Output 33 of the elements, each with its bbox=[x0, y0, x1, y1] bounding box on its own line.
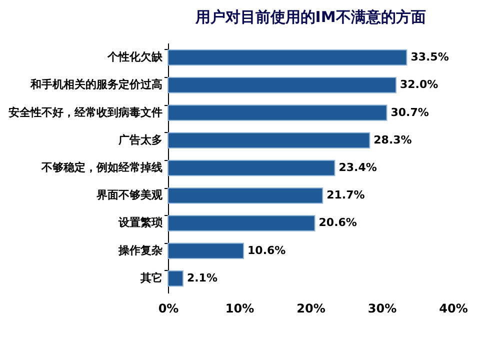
bar bbox=[168, 49, 408, 66]
x-tick-label: 10% bbox=[225, 302, 254, 316]
y-tick-label: 其它 bbox=[140, 271, 162, 284]
data-label: 33.5% bbox=[410, 50, 449, 64]
y-tick-label: 安全性不好，经常收到病毒文件 bbox=[8, 106, 162, 119]
data-label: 30.7% bbox=[390, 106, 429, 119]
y-tick-label: 和手机相关的服务定价过高 bbox=[30, 78, 162, 92]
y-tick-label: 设置繁琐 bbox=[118, 216, 162, 230]
x-tick-label: 0% bbox=[158, 302, 179, 316]
y-tick-label: 界面不够美观 bbox=[96, 188, 164, 202]
data-label: 20.6% bbox=[318, 216, 357, 230]
x-tick-label: 40% bbox=[439, 302, 468, 316]
bar bbox=[168, 132, 370, 148]
data-label: 28.3% bbox=[374, 133, 412, 146]
x-tick-label: 20% bbox=[296, 302, 326, 316]
bar bbox=[168, 242, 244, 259]
y-tick-label: 广告太多 bbox=[118, 133, 162, 146]
data-label: 21.7% bbox=[326, 188, 365, 202]
data-label: 2.1% bbox=[186, 271, 218, 284]
data-label: 23.4% bbox=[338, 161, 377, 174]
bar bbox=[168, 270, 184, 287]
data-label: 10.6% bbox=[248, 244, 286, 257]
bar bbox=[168, 77, 396, 94]
bar bbox=[168, 104, 388, 121]
bar bbox=[168, 188, 324, 204]
bar bbox=[168, 160, 336, 176]
x-tick-label: 30% bbox=[368, 302, 397, 316]
chart-title: 用户对目前使用的IM不满意的方面 bbox=[194, 8, 426, 26]
y-tick-label: 操作复杂 bbox=[118, 244, 162, 257]
data-label: 32.0% bbox=[400, 78, 438, 92]
y-tick-label: 不够稳定，例如经常掉线 bbox=[40, 161, 162, 174]
y-tick-label: 个性化欠缺 bbox=[106, 50, 164, 64]
bar bbox=[168, 215, 316, 232]
